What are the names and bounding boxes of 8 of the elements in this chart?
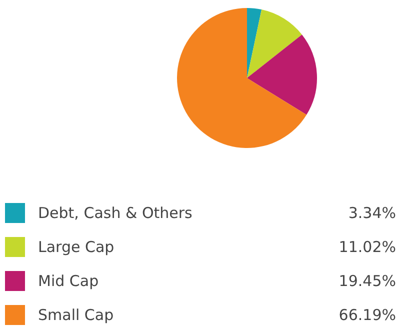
legend-label: Mid Cap bbox=[38, 272, 100, 290]
legend-label: Small Cap bbox=[38, 306, 115, 324]
legend-label: Large Cap bbox=[38, 238, 116, 256]
data-label: 19.45% bbox=[338, 272, 396, 290]
data-label: 66.19% bbox=[338, 306, 396, 324]
data-label: 11.02% bbox=[338, 238, 396, 256]
data-label: 3.34% bbox=[348, 204, 396, 222]
legend-label: Debt, Cash & Others bbox=[38, 204, 194, 222]
